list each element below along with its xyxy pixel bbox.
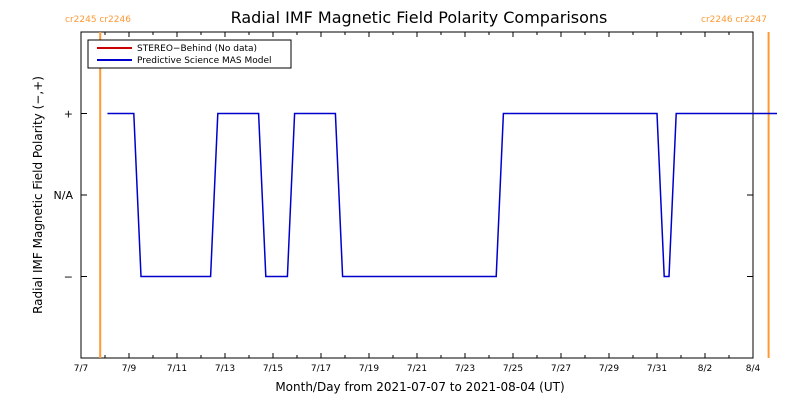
rotation-marker-label: cr2246 cr2247: [701, 15, 767, 25]
y-tick-label: +: [64, 108, 73, 121]
x-tick-label: 7/27: [551, 364, 571, 374]
x-tick-label: 7/7: [74, 364, 88, 374]
x-tick-label: 7/25: [503, 364, 523, 374]
legend-label-mas: Predictive Science MAS Model: [137, 56, 272, 66]
legend-box: [87, 39, 292, 69]
y-axis-label: Radial IMF Magnetic Field Polarity (−,+): [31, 76, 45, 314]
x-tick-label: 7/31: [647, 364, 667, 374]
series-line-mas-model: [107, 112, 777, 278]
x-tick-label: 7/19: [359, 364, 379, 374]
x-axis-label: Month/Day from 2021-07-07 to 2021-08-04 …: [275, 380, 564, 394]
x-tick-label: 7/15: [263, 364, 283, 374]
x-tick-label: 7/21: [407, 364, 427, 374]
x-tick-label: 7/13: [215, 364, 235, 374]
x-tick-label: 7/17: [311, 364, 331, 374]
rotation-marker-label: cr2245 cr2246: [65, 15, 131, 25]
x-tick-label: 7/23: [455, 364, 475, 374]
legend-label-stereo: STEREO−Behind (No data): [137, 44, 257, 54]
x-tick-label: 7/29: [599, 364, 619, 374]
x-tick-label: 7/9: [122, 364, 137, 374]
x-axis-ticks: 7/7 7/9 7/11 7/13 7/15 7/17 7/19 7/21 7/23 7/25 7/…: [74, 32, 761, 374]
y-tick-label: N/A: [54, 189, 74, 202]
rotation-markers: cr2245 cr2246 cr2246 cr2247: [65, 15, 770, 358]
x-tick-label: 7/11: [167, 364, 187, 374]
x-tick-label: 8/2: [698, 364, 712, 374]
chart-title: Radial IMF Magnetic Field Polarity Compa…: [231, 8, 608, 27]
x-tick-label: 8/4: [746, 364, 761, 374]
y-axis-ticks: + N/A −: [54, 108, 753, 284]
y-tick-label: −: [64, 271, 73, 284]
legend: STEREO−Behind (No data) Predictive Scien…: [87, 39, 292, 69]
plot-frame: [80, 31, 754, 359]
